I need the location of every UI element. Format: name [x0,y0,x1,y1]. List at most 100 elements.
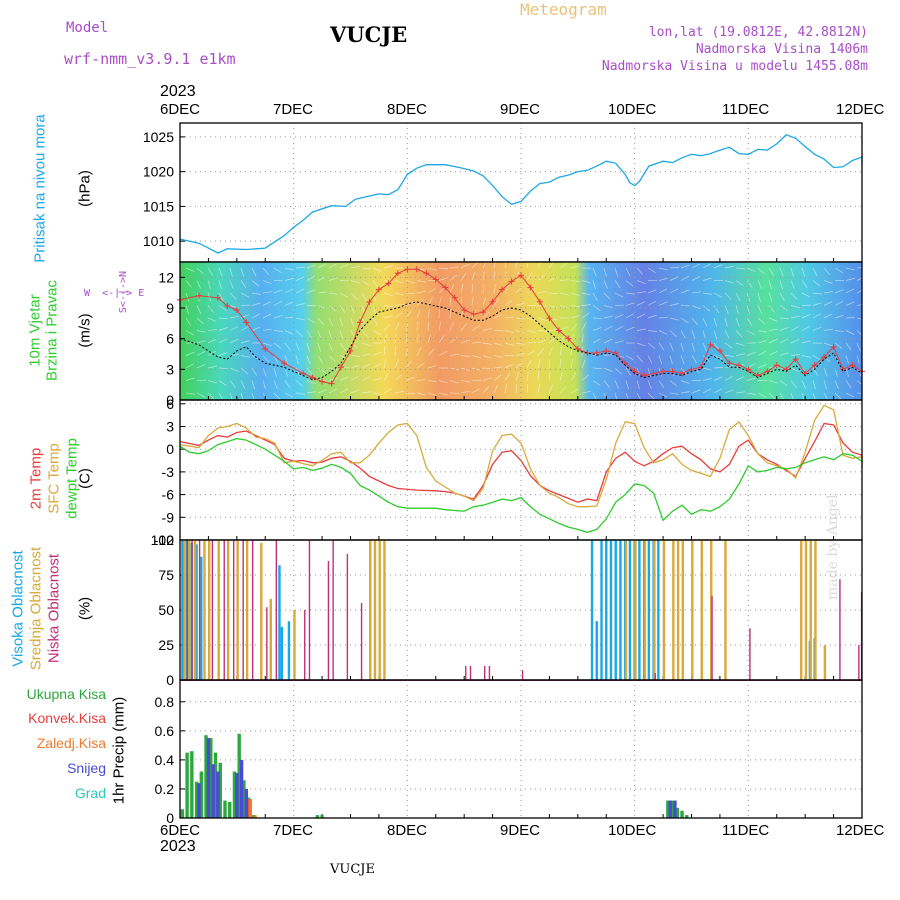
wind-arrow [240,292,250,298]
wind-arrow [493,355,503,358]
wind-arrow [405,292,416,294]
wind-arrow [207,351,217,356]
wind-arrow [504,271,507,281]
wind-arrow [361,376,371,381]
bottom-tick-0: 6DEC [160,822,201,839]
wind-arrow [724,330,730,339]
cloud-bar-0 [195,544,198,680]
wind-arrow [636,328,646,331]
wind-arrow [713,376,723,381]
wind-arrow [746,392,756,395]
wind-arrow [592,317,603,319]
wind-arrow [845,367,850,377]
cloud-bar-1 [226,540,230,680]
wind-arrow [702,317,708,327]
wind-arrow [713,317,718,327]
wind-arrow [262,355,270,363]
wind-arrow [537,290,547,294]
wind-arrow [823,328,833,331]
wind-arrow [801,314,811,319]
wind-arrow [460,380,470,383]
wind-arrow [834,267,843,273]
wind-arrow [449,322,454,331]
wind-arrow [790,380,797,388]
wind-arrow [460,263,470,269]
wind-arrow [746,267,756,272]
cloud-bar-2 [186,540,188,680]
wind-arrow [394,280,404,284]
cloud-bar-1 [672,540,675,680]
y-tick-label: -9 [162,509,175,525]
wind-arrow [779,352,789,356]
wind-arrow [548,305,558,309]
wind-arrow [614,292,624,298]
wind-arrow [240,367,248,375]
cloud-bar-0 [600,540,603,680]
y-tick-label: 25 [158,637,174,653]
wind-arrow [724,305,729,314]
precip-panel: 0 0.2 0.4 0.6 0.8 [155,679,863,826]
wind-arrow [548,292,559,294]
wind-arrow [812,267,818,277]
wind-arrow [526,288,536,294]
wind-arrow [394,359,399,369]
precip-legend: Ukupna Kisa Konvek.Kisa Zaledj.Kisa Snij… [0,686,106,806]
wind-arrow [713,366,723,369]
wind-arrow [383,292,393,296]
wind-arrow [427,309,430,319]
wind-arrow [229,326,239,331]
wind-series-0 [179,268,863,385]
wind-arrow [614,314,624,319]
pressure-series-0 [179,134,863,254]
wind-arrow [724,389,734,394]
wind-arrow [537,339,547,344]
wind-arrow [845,301,855,306]
wind-arrow [372,363,382,369]
wind-arrow [548,371,551,381]
wind-arrow [317,367,326,374]
compass-we: W <-|-> E [84,288,145,299]
wind-arrow [856,380,865,387]
precip-bar-3 [668,800,672,818]
cloud-bar-1 [804,540,808,680]
wind-arrow [625,292,635,295]
wind-arrow [845,288,855,294]
cloud-bar-2 [332,540,334,680]
cloud-bar-1 [700,540,703,680]
wind-arrow [658,317,669,319]
wind-arrow [185,267,195,272]
wind-arrow [284,330,294,335]
wind-arrow [504,284,510,294]
wind-panel: 0 3 6 9 12 [158,258,866,408]
wind-arrow [757,280,762,289]
wind-arrow [383,315,393,319]
wind-arrow [845,267,855,271]
wind-arrow [427,365,437,369]
wind-arrow [394,292,404,296]
wind-arrow [614,380,620,389]
wind-arrow [295,380,304,387]
legend-conv: Konvek.Kisa [28,710,106,726]
year-bottom: 2023 [160,838,196,855]
wind-arrow [196,330,206,333]
wind-arrow [845,392,855,398]
cloud-bar-0 [278,565,281,680]
cloud-bar-2 [488,666,491,680]
wind-arrow [570,388,580,394]
y-tick-label: -12 [154,532,174,548]
wind-arrow [735,342,745,347]
wind-arrow [394,346,397,356]
temp-series-0 [179,422,863,503]
cloud-bar-2 [266,607,268,680]
wind-arrow [592,267,597,277]
wind-arrow [790,326,800,331]
wind-arrow [581,292,591,296]
wind-arrow [504,316,514,319]
wind-arrow [361,292,367,302]
wind-arrow [251,367,258,376]
wind-arrow [383,346,386,356]
wind-arrow [724,265,734,269]
wind-arrow [735,353,745,356]
wind-arrow [680,391,690,394]
cloud-bar-2 [749,628,751,680]
